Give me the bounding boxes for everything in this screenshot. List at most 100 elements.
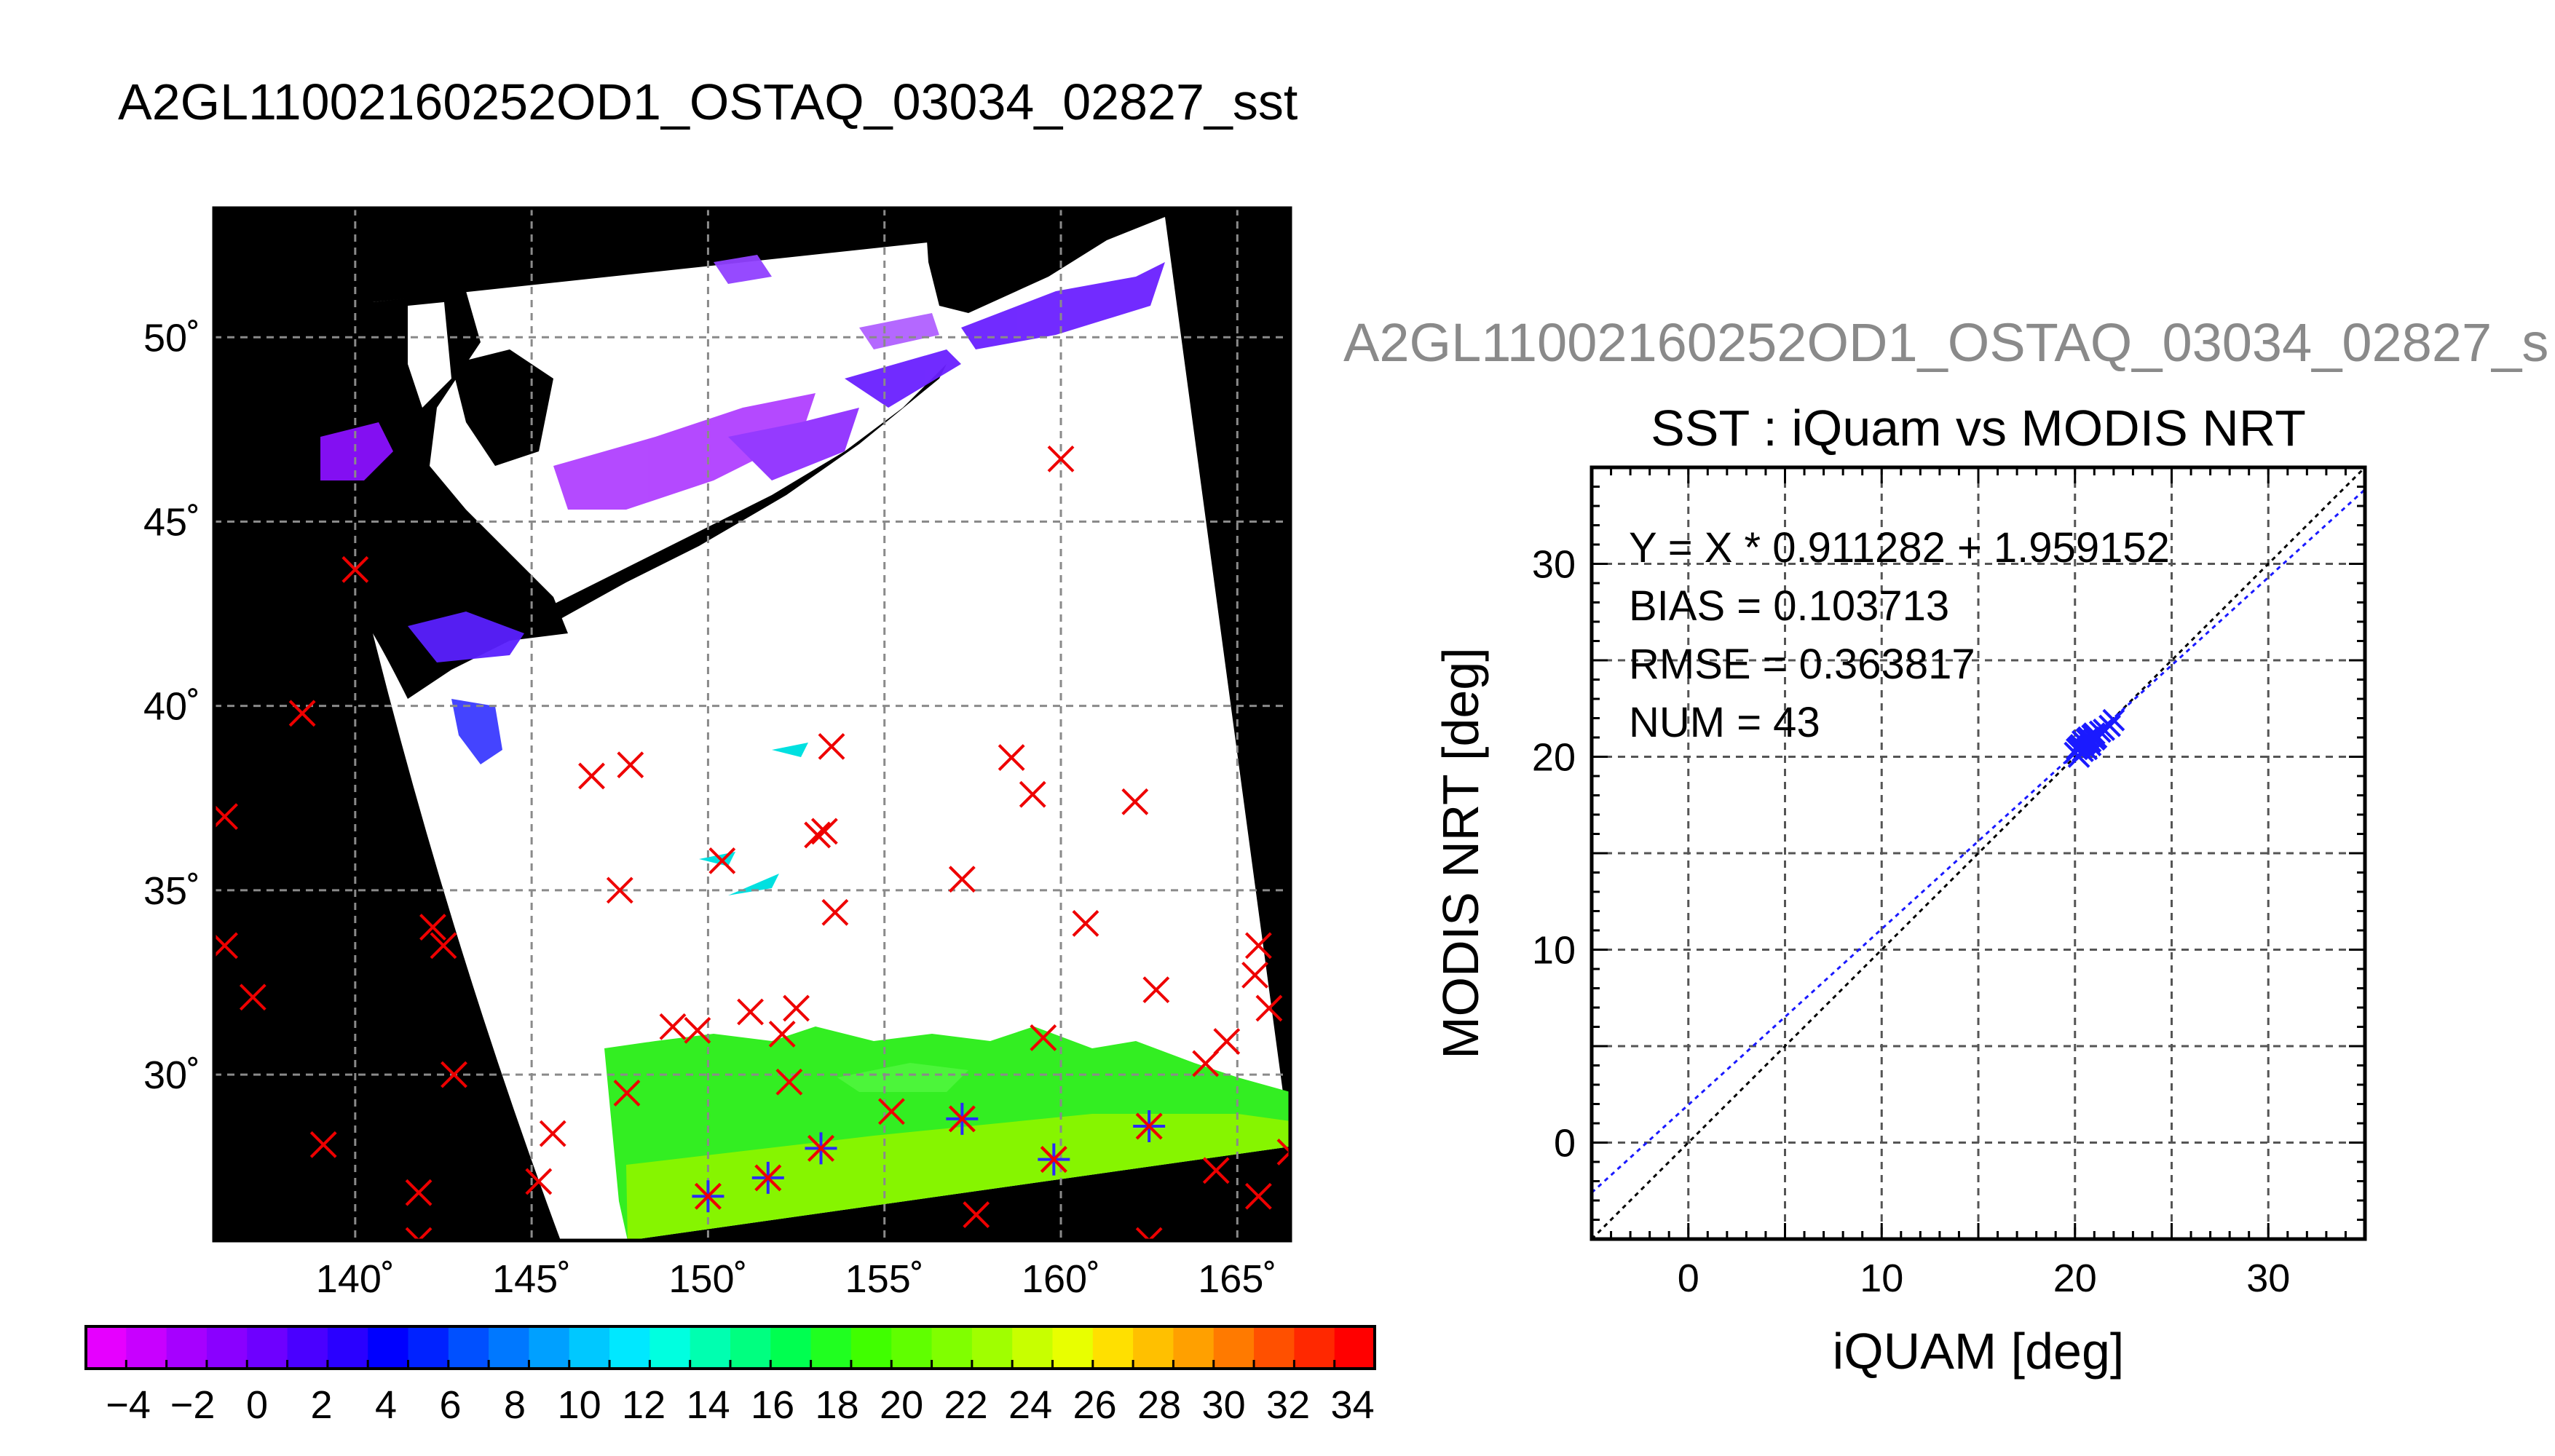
matchup-marker: [695, 1182, 722, 1210]
buoy-marker: [214, 932, 238, 959]
plot-ticks: 0 10 20 30 0 10 20 30: [1532, 466, 2366, 1300]
colorbar-label: 32: [1266, 1383, 1310, 1427]
colorbar-segment: [86, 1326, 127, 1369]
colorbar-segment: [891, 1326, 933, 1369]
colorbar-segment: [126, 1326, 167, 1369]
buoy-marker: [309, 1131, 337, 1158]
colorbar-segment: [247, 1326, 288, 1369]
matchup-marker: [807, 1134, 834, 1162]
scatter-point: [2082, 728, 2106, 751]
x-tick-label: 20: [2053, 1257, 2097, 1300]
buoy-marker: [239, 984, 266, 1011]
colorbar-label: 28: [1137, 1383, 1181, 1427]
colorbar-segment: [810, 1326, 852, 1369]
x-tick-label: 10: [1860, 1257, 1903, 1300]
colorbar-label: 4: [375, 1383, 397, 1427]
y-tick-label: 0: [1554, 1122, 1576, 1166]
latitude-label: 35˚: [143, 869, 200, 913]
buoy-marker: [1072, 910, 1099, 937]
colorbar-segment: [770, 1326, 812, 1369]
colorbar-segment: [166, 1326, 208, 1369]
colorbar-segment: [206, 1326, 248, 1369]
buoy-marker: [578, 762, 605, 790]
colorbar-label: 22: [944, 1383, 988, 1427]
colorbar-segment: [287, 1326, 328, 1369]
buoy-marker: [877, 1098, 905, 1125]
colorbar-segment: [1254, 1326, 1295, 1369]
buoy-marker: [684, 1016, 711, 1044]
colorbar-segment: [850, 1326, 892, 1369]
colorbar-segment: [327, 1326, 368, 1369]
buoy-marker: [1244, 1182, 1272, 1210]
stats-annotation: Y = X * 0.911282 + 1.959152: [1629, 524, 2170, 571]
latitude-label: 45˚: [143, 500, 200, 544]
colorbar-label: 30: [1202, 1383, 1246, 1427]
cold-sst-patches: [320, 255, 1165, 764]
buoy-marker: [416, 1227, 433, 1241]
buoy-marker: [1276, 1139, 1290, 1155]
longitude-label: 145˚: [492, 1257, 571, 1301]
latitude-label: 30˚: [143, 1053, 200, 1097]
buoy-marker: [998, 744, 1025, 771]
scatter-points: [2064, 708, 2125, 768]
stats-annotation: BIAS = 0.103713: [1629, 582, 1949, 630]
buoy-marker: [1019, 780, 1046, 808]
longitude-label: 165˚: [1198, 1257, 1276, 1301]
colorbar-label: 34: [1331, 1383, 1375, 1427]
y-tick-label: 20: [1532, 736, 1576, 780]
latitude-label: 50˚: [143, 316, 200, 360]
stats-annotations: Y = X * 0.911282 + 1.959152 BIAS = 0.1037…: [1629, 524, 2170, 746]
buoy-marker: [768, 1020, 796, 1048]
buoy-marker: [214, 803, 238, 829]
colorbar-segment: [1294, 1326, 1335, 1369]
one-to-one-line: [1592, 467, 2365, 1239]
buoy-marker: [1241, 961, 1268, 989]
land-kamchatka: [925, 208, 1165, 313]
colorbar-label: 20: [880, 1383, 923, 1427]
matchup-markers: [692, 1102, 1166, 1213]
buoy-marker: [288, 700, 316, 727]
buoy-marker: [1147, 1227, 1163, 1241]
stats-annotation: RMSE = 0.363817: [1629, 641, 1975, 688]
buoy-marker: [775, 1068, 803, 1096]
buoy-marker: [818, 732, 845, 760]
buoy-marker: [659, 1013, 687, 1040]
sea-pocket: [408, 302, 451, 408]
sst-map: 140˚ 145˚ 150˚ 155˚ 160˚ 165˚ 50˚ 45˚ 40˚ 35˚ 30˚…: [84, 206, 1376, 1427]
buoy-marker: [525, 1168, 553, 1195]
warmest-sst-band: [626, 1114, 1290, 1241]
buoy-marker: [617, 751, 644, 779]
buoy-marker: [405, 1179, 433, 1206]
colorbar-label: 6: [440, 1383, 462, 1427]
map-graticule: [214, 208, 1290, 1241]
colorbar: [84, 1325, 1376, 1370]
buoy-marker: [341, 555, 369, 583]
colorbar-label: −4: [106, 1383, 151, 1427]
colorbar-segment: [1092, 1326, 1134, 1369]
colorbar-segment: [971, 1326, 1013, 1369]
colorbar-label: 0: [246, 1383, 268, 1427]
land-okhotsk-island: [451, 349, 553, 466]
colorbar-segment: [1012, 1326, 1053, 1369]
buoy-marker: [810, 818, 838, 845]
y-tick-label: 30: [1532, 543, 1576, 587]
colorbar-label: 18: [816, 1383, 859, 1427]
colorbar-segment: [609, 1326, 650, 1369]
buoy-marker: [430, 932, 457, 960]
buoy-marker: [405, 1227, 421, 1241]
matchup-marker: [948, 1105, 976, 1133]
main-title: A2GL11002160252OD1_OSTAQ_03034_02827_sst: [118, 74, 1298, 130]
colorbar-segment: [931, 1326, 973, 1369]
buoy-marker: [804, 821, 832, 849]
colorbar-label: −2: [170, 1383, 216, 1427]
buoy-marker: [1244, 932, 1272, 960]
buoy-marker: [1030, 1024, 1057, 1051]
longitude-label: 140˚: [316, 1257, 395, 1301]
colorbar-label: 10: [558, 1383, 601, 1427]
map-frame: [212, 206, 1292, 1243]
buoy-marker: [963, 1201, 990, 1228]
longitude-label: 155˚: [845, 1257, 924, 1301]
x-tick-label: 0: [1678, 1257, 1699, 1300]
buoy-marker: [1142, 976, 1170, 1004]
colorbar-label: 26: [1073, 1383, 1117, 1427]
